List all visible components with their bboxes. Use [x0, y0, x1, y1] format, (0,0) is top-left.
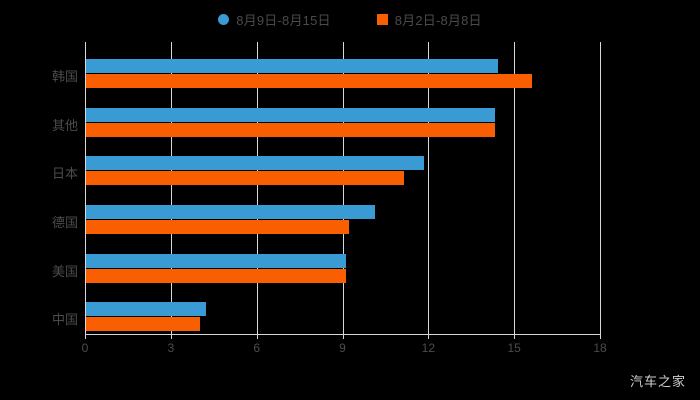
x-tick-mark — [256, 334, 258, 339]
x-tick-label-5: 15 — [507, 341, 521, 355]
y-axis-line — [85, 42, 86, 334]
bar-series-b[interactable] — [86, 220, 350, 234]
x-tick-label-6: 18 — [593, 341, 607, 355]
bar-series-a[interactable] — [86, 107, 496, 122]
y-axis-label-4: 美国 — [51, 263, 78, 279]
bar-series-a[interactable] — [86, 205, 375, 219]
y-axis-labels: 韩国其他日本德国美国中国 — [0, 42, 78, 334]
bar-series-a[interactable] — [86, 253, 347, 268]
x-tick-mark — [600, 334, 601, 339]
gridline — [428, 42, 430, 334]
legend-label-series-b: 8月2日-8月8日 — [394, 12, 482, 28]
gridline — [256, 42, 258, 334]
x-tick-mark — [170, 334, 172, 339]
y-axis-label-1: 其他 — [51, 117, 78, 133]
legend-label-series-a: 8月9日-8月15日 — [236, 12, 331, 28]
circle-marker-icon — [218, 13, 230, 25]
bar-series-b[interactable] — [86, 171, 404, 186]
x-tick-label-0: 0 — [81, 341, 89, 355]
gridline — [342, 42, 344, 334]
x-tick-mark — [85, 334, 86, 339]
x-tick-mark — [514, 334, 516, 339]
bar-series-b[interactable] — [86, 122, 496, 137]
gridline — [600, 42, 601, 334]
bar-series-b[interactable] — [86, 74, 533, 88]
x-tick-mark — [428, 334, 430, 339]
x-tick-label-2: 6 — [253, 341, 260, 355]
x-tick-mark — [342, 334, 344, 339]
y-axis-label-2: 日本 — [51, 166, 78, 182]
bar-series-b[interactable] — [86, 268, 347, 283]
bar-series-b[interactable] — [86, 317, 201, 332]
bar-series-a[interactable] — [86, 302, 207, 317]
x-tick-label-1: 3 — [167, 341, 175, 355]
gridline — [170, 42, 172, 334]
legend-item-series-a[interactable]: 8月9日-8月15日 — [218, 10, 331, 29]
y-axis-label-0: 韩国 — [51, 69, 78, 84]
x-tick-label-3: 9 — [339, 341, 346, 355]
x-tick-label-4: 12 — [421, 341, 436, 355]
bar-series-a[interactable] — [86, 59, 498, 73]
y-axis-label-3: 德国 — [51, 215, 78, 230]
plot-area — [85, 42, 601, 334]
bar-series-a[interactable] — [86, 156, 424, 171]
square-marker-icon — [376, 13, 388, 25]
y-axis-label-5: 中国 — [51, 312, 78, 328]
legend-item-series-b[interactable]: 8月2日-8月8日 — [376, 10, 482, 29]
watermark: 汽车之家 — [629, 374, 686, 389]
chart-legend: 8月9日-8月15日 8月2日-8月8日 — [0, 6, 700, 32]
gridline — [514, 42, 516, 334]
